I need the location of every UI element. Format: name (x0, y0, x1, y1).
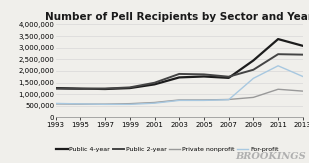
Private nonprofit (103, 103, 107, 105)
Private nonprofit (128, 103, 132, 105)
Public 4-year (153, 83, 156, 85)
Public 2-year (54, 88, 57, 89)
Private nonprofit (202, 99, 206, 101)
Private nonprofit (227, 98, 231, 100)
Public 2-year (202, 73, 206, 75)
Private nonprofit (153, 102, 156, 104)
Public 4-year (177, 76, 181, 78)
Line: For-profit: For-profit (56, 66, 303, 104)
Public 2-year (103, 88, 107, 89)
Public 4-year (301, 45, 305, 47)
Public 2-year (78, 88, 82, 90)
Text: BROOKINGS: BROOKINGS (235, 152, 306, 161)
For-profit (78, 103, 82, 105)
Public 4-year (202, 75, 206, 77)
Public 4-year (54, 87, 57, 89)
Public 2-year (252, 69, 255, 71)
Public 2-year (301, 54, 305, 56)
For-profit (301, 75, 305, 77)
Private nonprofit (301, 90, 305, 92)
Line: Private nonprofit: Private nonprofit (56, 89, 303, 104)
Public 2-year (227, 76, 231, 78)
Private nonprofit (54, 103, 57, 105)
For-profit (103, 103, 107, 105)
Public 4-year (128, 87, 132, 89)
For-profit (252, 77, 255, 79)
Private nonprofit (276, 88, 280, 90)
Private nonprofit (177, 99, 181, 101)
For-profit (153, 102, 156, 104)
Title: Number of Pell Recipients by Sector and Year: Number of Pell Recipients by Sector and … (45, 12, 309, 22)
Private nonprofit (252, 96, 255, 98)
For-profit (128, 103, 132, 105)
For-profit (54, 102, 57, 104)
Line: Public 2-year: Public 2-year (56, 54, 303, 89)
Public 2-year (128, 86, 132, 88)
Public 2-year (177, 73, 181, 75)
For-profit (276, 65, 280, 67)
Public 4-year (227, 77, 231, 79)
Public 2-year (276, 53, 280, 55)
Legend: Public 4-year, Public 2-year, Private nonprofit, For-profit: Public 4-year, Public 2-year, Private no… (56, 147, 279, 152)
Private nonprofit (78, 103, 82, 105)
Public 4-year (103, 88, 107, 90)
For-profit (227, 99, 231, 101)
For-profit (202, 99, 206, 101)
Line: Public 4-year: Public 4-year (56, 39, 303, 89)
Public 2-year (153, 82, 156, 84)
Public 4-year (252, 59, 255, 61)
Public 4-year (78, 88, 82, 89)
Public 4-year (276, 38, 280, 40)
For-profit (177, 99, 181, 101)
